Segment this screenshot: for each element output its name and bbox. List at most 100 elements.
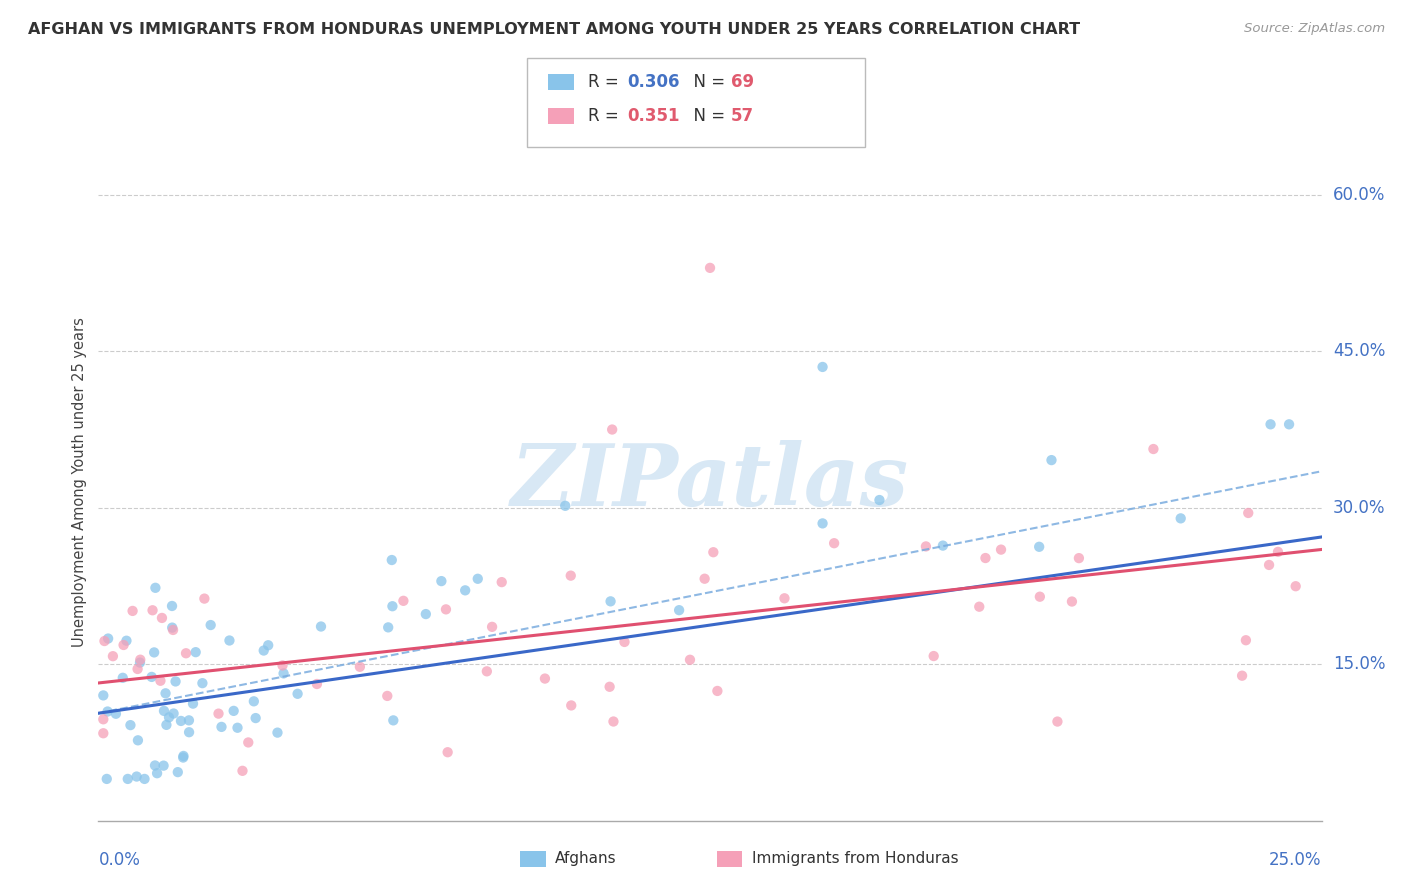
Point [172, 748, 194, 763]
Point [967, 599, 990, 614]
Point [111, 671, 134, 685]
Point [127, 733, 149, 747]
Text: N =: N = [683, 73, 731, 91]
Point [141, 603, 163, 617]
Point [823, 536, 845, 550]
Y-axis label: Unemployment Among Youth under 25 years: Unemployment Among Youth under 25 years [72, 317, 87, 647]
Point [93, 634, 115, 648]
Text: 15.0%: 15.0% [1333, 656, 1385, 673]
Point [679, 653, 702, 667]
Point [287, 687, 309, 701]
Point [1230, 669, 1253, 683]
Point [811, 359, 834, 374]
Point [1285, 579, 1308, 593]
Point [170, 714, 193, 728]
Point [207, 706, 229, 721]
Point [377, 620, 399, 634]
Point [613, 635, 636, 649]
Point [560, 568, 582, 582]
Text: AFGHAN VS IMMIGRANTS FROM HONDURAS UNEMPLOYMENT AMONG YOUTH UNDER 25 YEARS CORRE: AFGHAN VS IMMIGRANTS FROM HONDURAS UNEMP… [28, 22, 1080, 37]
Point [1267, 545, 1289, 559]
Text: 69: 69 [731, 73, 754, 91]
Point [454, 583, 477, 598]
Point [149, 673, 172, 688]
Point [211, 720, 233, 734]
Text: Source: ZipAtlas.com: Source: ZipAtlas.com [1244, 22, 1385, 36]
Point [1046, 714, 1069, 729]
Point [96, 772, 118, 786]
Point [134, 772, 156, 786]
Text: 0.351: 0.351 [627, 107, 679, 125]
Point [375, 689, 398, 703]
Point [699, 260, 721, 275]
Point [868, 493, 890, 508]
Point [1028, 540, 1050, 554]
Point [145, 581, 167, 595]
Point [129, 653, 152, 667]
Point [392, 594, 415, 608]
Text: 45.0%: 45.0% [1333, 343, 1385, 360]
Text: 0.306: 0.306 [627, 73, 679, 91]
Point [554, 499, 576, 513]
Point [430, 574, 453, 588]
Point [349, 660, 371, 674]
Point [162, 623, 184, 637]
Point [706, 684, 728, 698]
Point [101, 649, 124, 664]
Point [222, 704, 245, 718]
Point [146, 766, 169, 780]
Point [534, 672, 557, 686]
Point [104, 706, 127, 721]
Point [177, 725, 200, 739]
Point [602, 714, 624, 729]
Point [773, 591, 796, 606]
Point [475, 665, 498, 679]
Point [177, 714, 200, 728]
Point [811, 516, 834, 531]
Point [155, 718, 177, 732]
Point [141, 670, 163, 684]
Point [97, 705, 120, 719]
Point [481, 620, 503, 634]
Point [381, 599, 404, 614]
Point [600, 423, 623, 437]
Text: N =: N = [683, 107, 731, 125]
Point [1060, 594, 1083, 608]
Point [91, 712, 114, 726]
Point [121, 604, 143, 618]
Point [974, 551, 997, 566]
Point [184, 645, 207, 659]
Point [990, 542, 1012, 557]
Point [1278, 417, 1301, 432]
Point [150, 611, 173, 625]
Point [172, 750, 194, 764]
Point [166, 765, 188, 780]
Point [1040, 453, 1063, 467]
Point [915, 540, 938, 554]
Point [257, 638, 280, 652]
Point [160, 599, 183, 613]
Point [271, 658, 294, 673]
Point [112, 638, 135, 652]
Point [120, 718, 142, 732]
Point [436, 745, 458, 759]
Point [238, 735, 260, 749]
Point [174, 646, 197, 660]
Point [467, 572, 489, 586]
Text: 30.0%: 30.0% [1333, 499, 1385, 516]
Text: 0.0%: 0.0% [98, 851, 141, 869]
Text: 60.0%: 60.0% [1333, 186, 1385, 204]
Point [266, 725, 288, 739]
Point [117, 772, 139, 786]
Point [91, 726, 114, 740]
Text: 57: 57 [731, 107, 754, 125]
Point [382, 714, 405, 728]
Point [702, 545, 724, 559]
Text: R =: R = [588, 107, 624, 125]
Point [932, 539, 955, 553]
Point [181, 697, 204, 711]
Point [153, 704, 176, 718]
Point [160, 621, 183, 635]
Point [200, 618, 222, 632]
Point [231, 764, 253, 778]
